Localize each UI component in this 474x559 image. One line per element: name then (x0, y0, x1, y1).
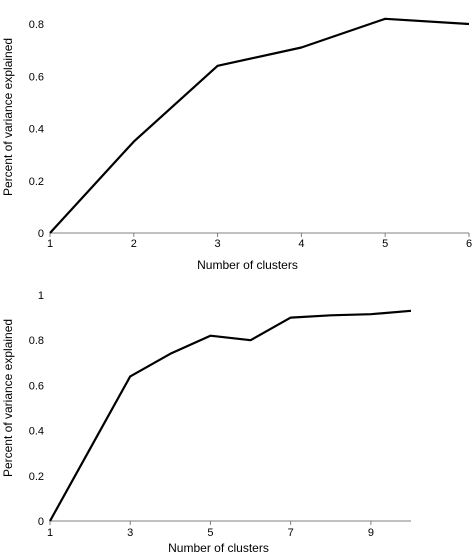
x-tick-label: 2 (131, 238, 137, 250)
y-tick-label: 0.4 (29, 124, 44, 136)
x-tick-label: 3 (215, 238, 221, 250)
x-axis-title: Number of clusters (197, 258, 298, 272)
x-tick-label: 4 (298, 238, 304, 250)
x-tick-label: 1 (47, 238, 53, 250)
x-axis-title: Number of clusters (168, 541, 269, 555)
y-axis-title: Percent of variance explained (1, 38, 15, 196)
x-tick-label: 6 (466, 238, 472, 250)
y-tick-label: 0 (38, 516, 44, 528)
y-axis-title: Percent of variance explained (1, 319, 15, 477)
chart-2: 1 3 5 7 9 0 0.2 0.4 0.6 0.8 1 Number of clusters Per… (1, 290, 412, 555)
y-tick-label: 0.2 (29, 471, 44, 483)
y-tick-label: 0.6 (29, 380, 44, 392)
x-tick-label: 5 (382, 238, 388, 250)
y-tick-label: 0.8 (29, 335, 44, 347)
y-tick-label: 0 (38, 228, 44, 240)
y-tick-label: 1 (38, 290, 44, 302)
x-tick-label: 3 (127, 527, 133, 539)
y-tick-label: 0.6 (29, 71, 44, 83)
y-tick-label: 0.4 (29, 426, 44, 438)
series-line (49, 309, 412, 522)
series-line (49, 17, 470, 234)
x-tick-label: 9 (368, 527, 374, 539)
y-tick-label: 0.2 (29, 176, 44, 188)
x-tick-label: 5 (207, 527, 213, 539)
x-tick-label: 1 (47, 527, 53, 539)
y-tick-label: 0.8 (29, 19, 44, 31)
x-tick-label: 7 (288, 527, 294, 539)
chart-1: 1 2 3 4 5 6 0 0.2 0.4 0.6 0.8 Number of clusters Per… (1, 17, 472, 272)
